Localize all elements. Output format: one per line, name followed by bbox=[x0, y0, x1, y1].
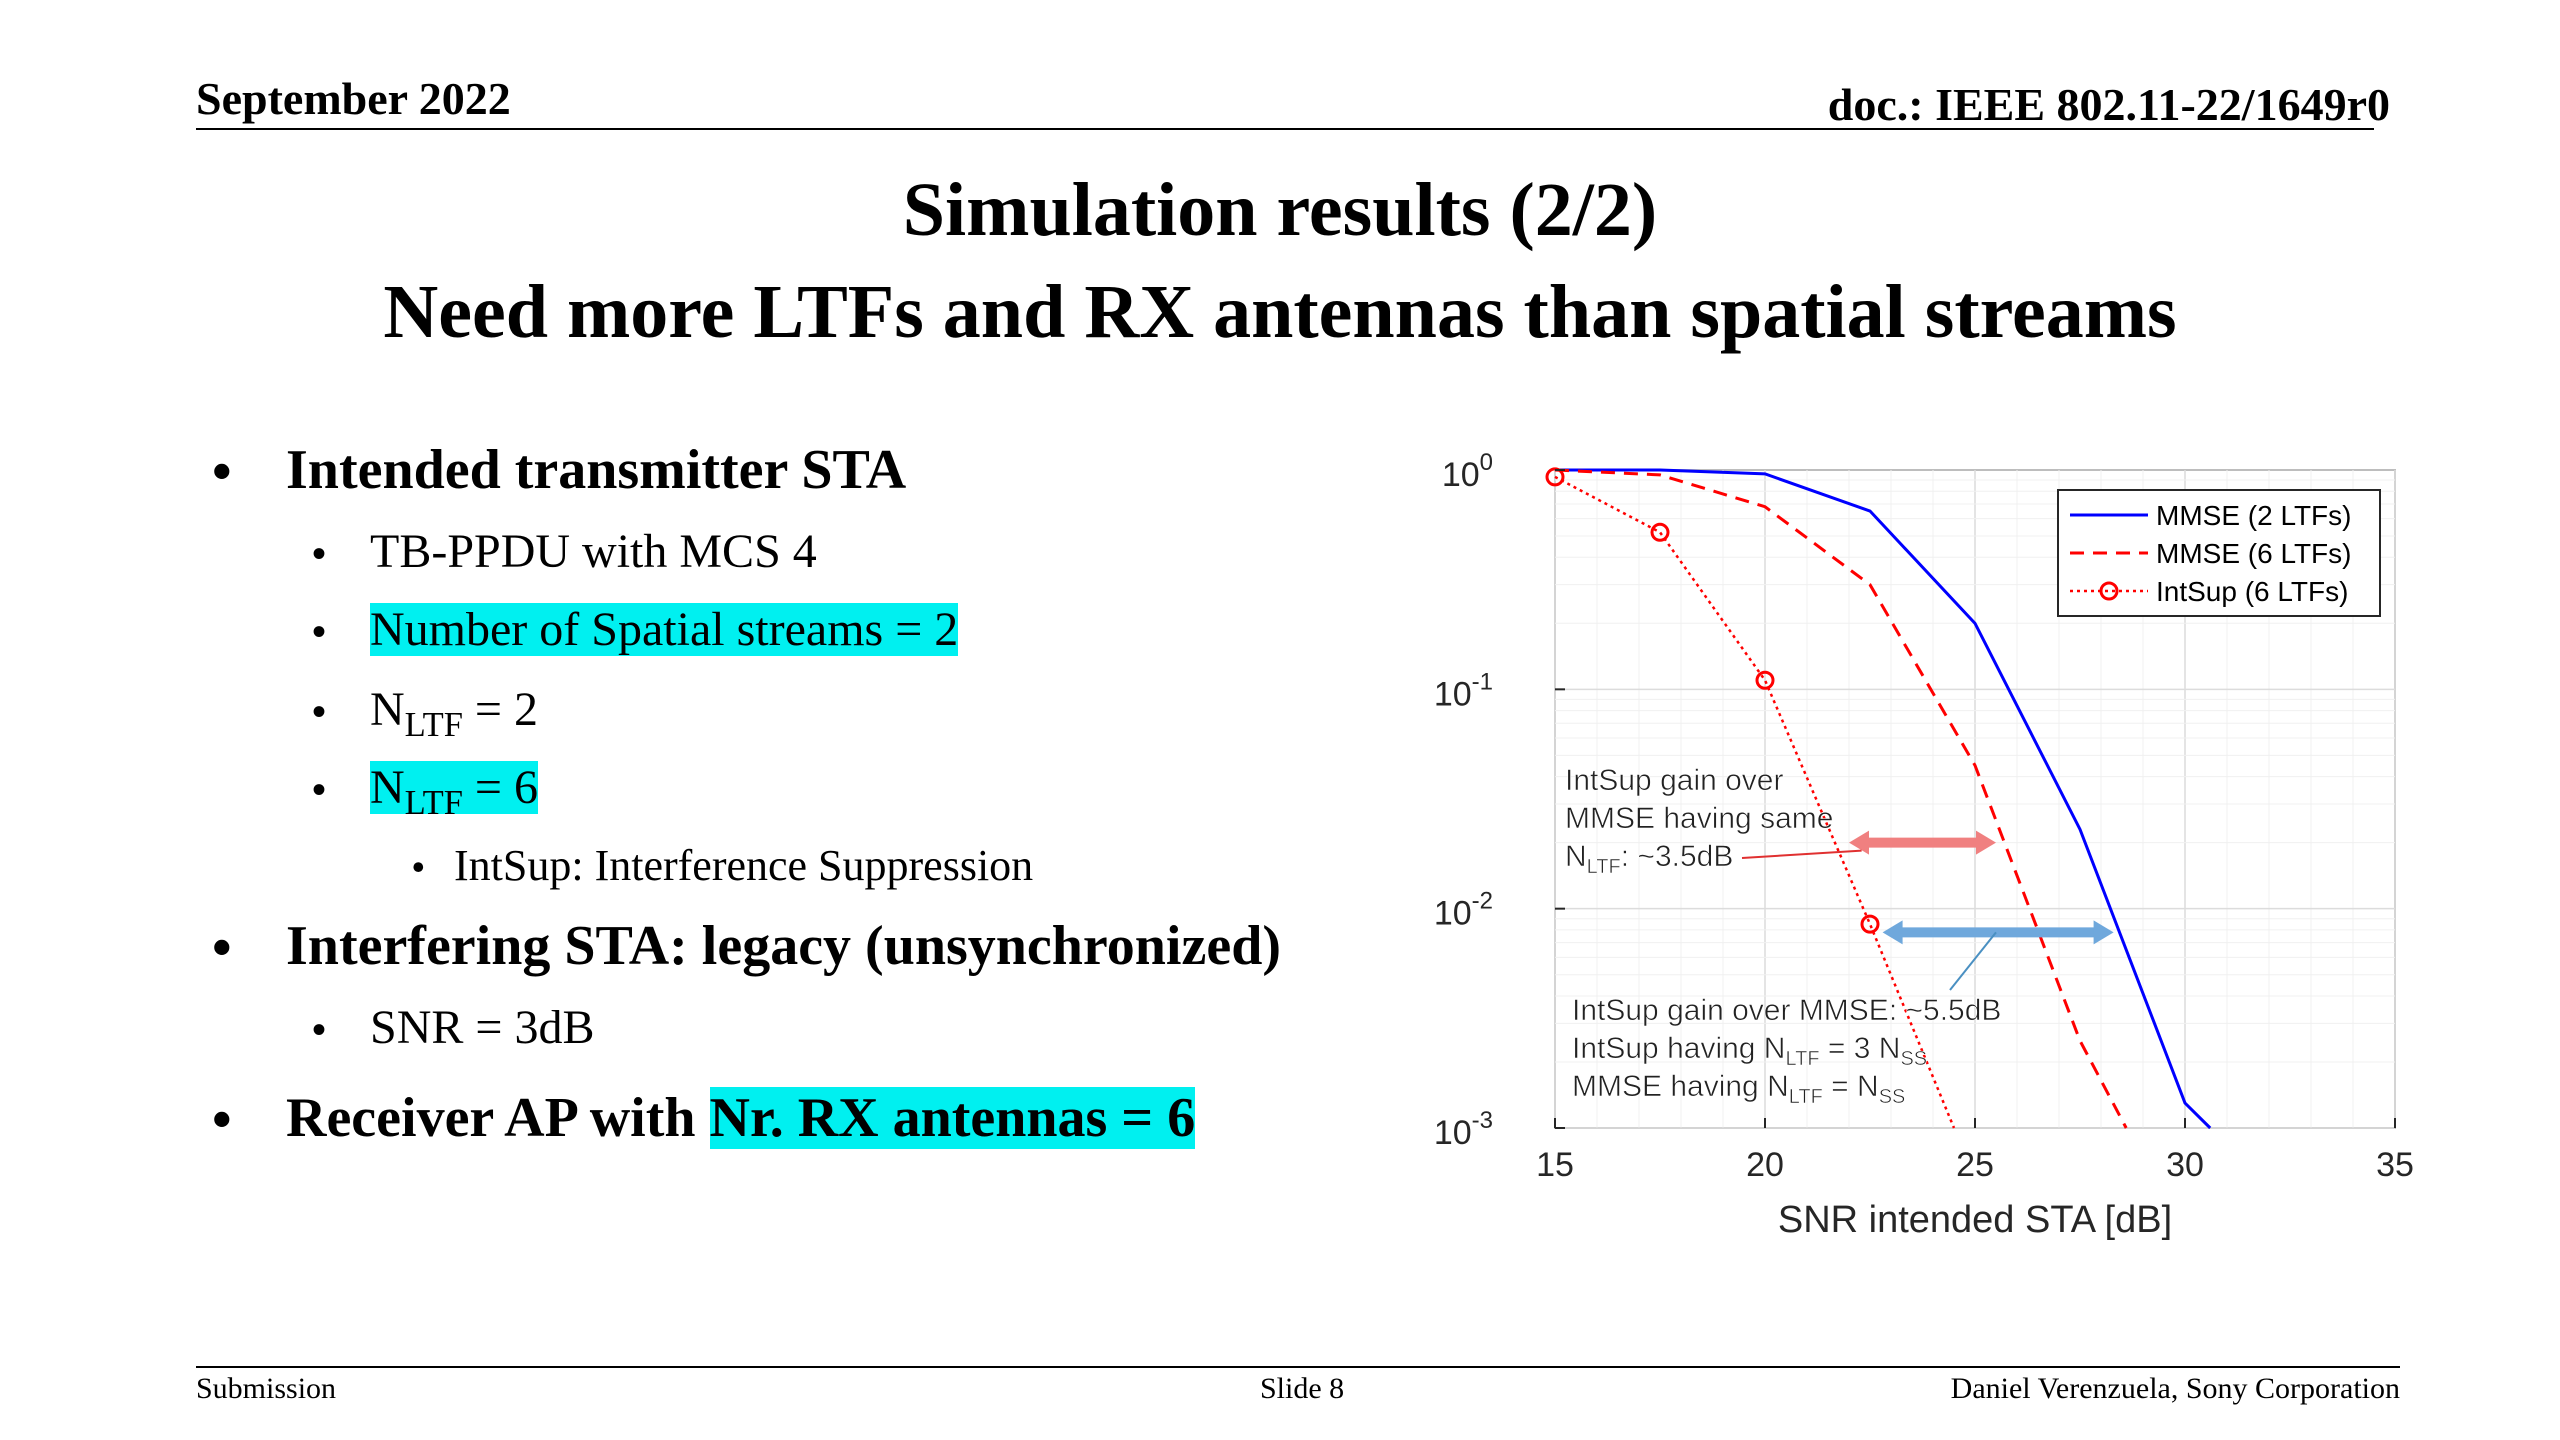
annotation-2-arrow-head-left bbox=[1882, 920, 1903, 945]
bullet-nltf-6: NLTF = 6 bbox=[370, 760, 538, 822]
bullet-dot: • bbox=[212, 917, 232, 979]
bullet-dot: • bbox=[312, 531, 327, 576]
annotation-1-arrow-head-left bbox=[1849, 830, 1869, 855]
series-line-0 bbox=[1555, 468, 2212, 1130]
nltf-sub: LTF bbox=[404, 706, 463, 745]
nltf-base: N bbox=[370, 683, 405, 736]
series-line-2 bbox=[1554, 475, 1956, 1129]
annotation-1-arrow-head-right bbox=[1976, 830, 1996, 855]
legend-label-intsup-6: IntSup (6 LTFs) bbox=[2156, 576, 2348, 607]
annotation-1-line2: MMSE having same bbox=[1565, 802, 1833, 835]
annotation-1-line1: IntSup gain over bbox=[1565, 764, 1783, 797]
series-marker bbox=[1650, 522, 1670, 542]
legend-marker-intsup bbox=[2099, 581, 2119, 601]
bullet-intended-tx: Intended transmitter STA bbox=[286, 439, 907, 501]
bullet-interfering-sta: Interfering STA: legacy (unsynchronized) bbox=[286, 915, 1281, 977]
footer-author: Daniel Verenzuela, Sony Corporation bbox=[1950, 1372, 2400, 1405]
annotation-2-line2: IntSup having NLTF = 3 NSS bbox=[1572, 1032, 1927, 1070]
y-tick-label: 10-1 bbox=[1434, 668, 1493, 713]
annotation-2-leader bbox=[1949, 931, 1997, 991]
annotation-2-arrow-head-right bbox=[2093, 920, 2114, 945]
bullet-dot: • bbox=[412, 847, 425, 887]
highlight-spatial-streams: Number of Spatial streams = 2 bbox=[370, 603, 959, 656]
series-line-1 bbox=[1554, 468, 2128, 1129]
x-axis-label: SNR intended STA [dB] bbox=[1778, 1199, 2172, 1241]
header-doc-id: doc.: IEEE 802.11-22/1649r0 bbox=[1827, 79, 2390, 130]
bullet-receiver-ap: Receiver AP with Nr. RX antennas = 6 bbox=[286, 1086, 1196, 1150]
x-tick-label: 15 bbox=[1536, 1146, 1574, 1184]
x-tick-label: 30 bbox=[2166, 1146, 2204, 1184]
nltf-base: N bbox=[370, 761, 405, 814]
nltf-sub: LTF bbox=[404, 784, 463, 823]
bullet-tb-ppdu: TB-PPDU with MCS 4 bbox=[370, 525, 817, 578]
legend-label-mmse-2: MMSE (2 LTFs) bbox=[2156, 500, 2351, 531]
legend-label-mmse-6: MMSE (6 LTFs) bbox=[2156, 538, 2351, 569]
legend: MMSE (2 LTFs) MMSE (6 LTFs) IntSup (6 LT… bbox=[2057, 489, 2381, 617]
bullet-dot: • bbox=[212, 1089, 232, 1151]
footer-submission: Submission bbox=[196, 1372, 337, 1405]
receiver-ap-prefix: Receiver AP with bbox=[286, 1087, 710, 1149]
y-tick-label: 10-2 bbox=[1434, 888, 1493, 933]
bullet-nltf-2: NLTF = 2 bbox=[370, 682, 538, 744]
highlight-nltf-6: NLTF = 6 bbox=[370, 761, 538, 822]
bullet-dot: • bbox=[312, 609, 327, 654]
series-marker bbox=[1755, 670, 1775, 690]
bullet-dot: • bbox=[312, 689, 327, 734]
footer-rule bbox=[196, 1366, 2400, 1368]
annotation-3: MMSE having NLTF = NSS bbox=[1572, 1070, 1905, 1108]
series-marker bbox=[1860, 914, 1880, 934]
y-tick-label: 10-3 bbox=[1434, 1107, 1493, 1152]
bullet-snr: SNR = 3dB bbox=[370, 1001, 595, 1054]
x-tick-label: 35 bbox=[2376, 1146, 2414, 1184]
plot-ticks: 15 20 25 30 35 100 10-1 10-2 10-3 bbox=[1434, 449, 2414, 1184]
nltf-value: = 2 bbox=[462, 683, 538, 736]
plot-series bbox=[1545, 467, 2212, 1130]
x-tick-label: 25 bbox=[1956, 1146, 1994, 1184]
bullet-dot: • bbox=[312, 767, 327, 812]
nltf-value: = 6 bbox=[462, 761, 538, 814]
bullet-spatial-streams: Number of Spatial streams = 2 bbox=[370, 602, 959, 657]
header-rule bbox=[196, 128, 2374, 130]
annotation-arrows bbox=[1741, 830, 2114, 991]
header-date: September 2022 bbox=[196, 73, 511, 124]
slide-title-line1: Simulation results (2/2) bbox=[902, 168, 1658, 252]
highlight-rx-antennas: Nr. RX antennas = 6 bbox=[709, 1087, 1196, 1149]
y-tick-label: 100 bbox=[1442, 449, 1493, 494]
annotations: IntSup gain over MMSE having same NLTF: … bbox=[1565, 764, 2002, 1109]
footer-slide-number: Slide 8 bbox=[1260, 1372, 1345, 1405]
annotation-2-line1: IntSup gain over MMSE: ~5.5dB bbox=[1572, 994, 2001, 1027]
bullet-intsup-def: IntSup: Interference Suppression bbox=[454, 841, 1034, 890]
series-marker bbox=[1545, 467, 1565, 487]
bullet-dot: • bbox=[212, 441, 232, 503]
annotation-1-line3: NLTF: ~3.5dB bbox=[1565, 840, 1733, 878]
slide-title-line2: Need more LTFs and RX antennas than spat… bbox=[383, 270, 2177, 354]
annotation-1-leader bbox=[1741, 849, 1862, 859]
bullet-dot: • bbox=[312, 1007, 327, 1052]
x-tick-label: 20 bbox=[1746, 1146, 1784, 1184]
